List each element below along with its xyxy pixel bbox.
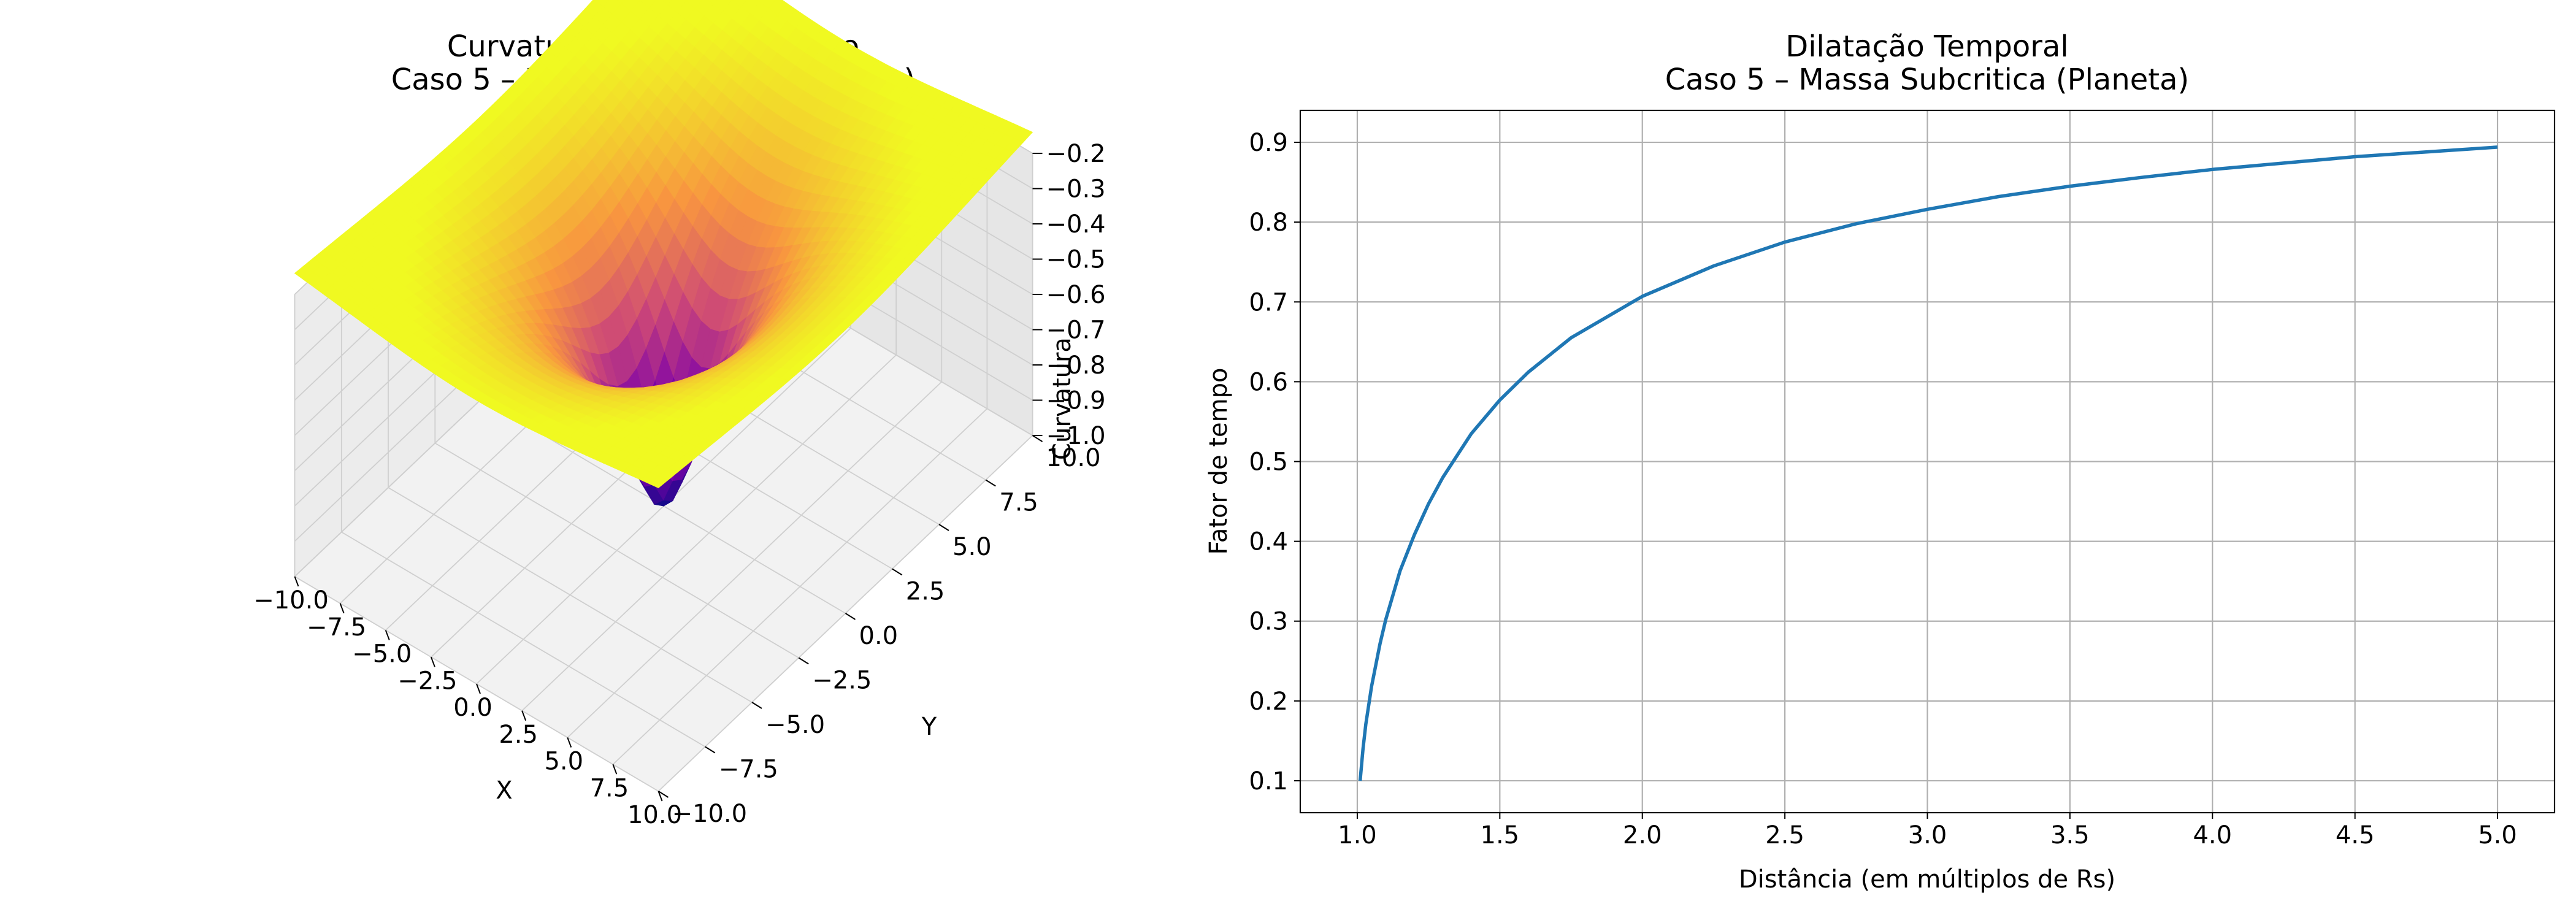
y-tick-mark xyxy=(751,702,762,709)
y-tick-mark xyxy=(705,746,716,754)
y-tick-label: 0.9 xyxy=(1249,129,1288,157)
y-tick-label: 0.3 xyxy=(1249,608,1288,636)
y-tick-label: 0.6 xyxy=(1249,368,1288,396)
x-tick-label: 5.0 xyxy=(544,748,583,776)
x-tick-label: 5.0 xyxy=(2478,821,2517,849)
y-tick-mark xyxy=(845,613,856,620)
y-tick-label: 5.0 xyxy=(953,533,992,561)
surface-patch xyxy=(648,475,669,488)
x-tick-label: −7.5 xyxy=(307,613,366,642)
y-tick-mark xyxy=(657,791,669,798)
y-tick-label: 0.5 xyxy=(1249,448,1288,477)
y-tick-label: 0.0 xyxy=(859,622,899,650)
x-tick-label: 2.5 xyxy=(1765,821,1804,849)
x-tick-mark xyxy=(430,656,435,667)
y-tick-label: 0.1 xyxy=(1249,767,1288,795)
z-tick-label: −1.0 xyxy=(1046,422,1106,450)
line-ticks: 1.0 1.5 2.0 2.5 3.0 3.5 4.0 4.5 5.0 0.1 0.2 0.3 0.4 0… xyxy=(1249,129,2517,849)
z-tick-label: −0.2 xyxy=(1046,140,1106,168)
y-tick-label: 0.2 xyxy=(1249,688,1288,716)
x-tick-mark xyxy=(521,710,527,721)
z-tick-label: −0.9 xyxy=(1046,387,1106,415)
y-tick-mark xyxy=(798,657,809,665)
x-tick-mark xyxy=(612,764,618,775)
x-tick-label: 3.5 xyxy=(2050,821,2090,849)
x-tick-mark xyxy=(476,683,481,694)
z-tick-label: −0.3 xyxy=(1046,175,1106,204)
z-tick-label: −0.8 xyxy=(1046,351,1106,380)
line-gridlines xyxy=(1300,110,2555,813)
z-tick-label: −0.4 xyxy=(1046,210,1106,239)
x-tick-label: −5.0 xyxy=(352,640,412,669)
surface-z-label: Curvatura xyxy=(1048,337,1076,460)
surface-chart: Curvatura do Espaço-Tempo Caso 5 – Massa… xyxy=(253,0,1106,829)
z-tick-label: −0.5 xyxy=(1046,246,1106,274)
y-tick-label: 0.7 xyxy=(1249,288,1288,316)
x-tick-label: −10.0 xyxy=(253,586,329,615)
y-tick-label: 2.5 xyxy=(906,578,945,606)
x-tick-mark xyxy=(567,737,572,748)
surface-y-label: Y xyxy=(921,713,937,741)
line-title-line2: Caso 5 – Massa Subcritica (Planeta) xyxy=(1665,63,2190,97)
y-tick-label: 0.4 xyxy=(1249,528,1288,556)
y-tick-mark xyxy=(938,524,949,531)
x-tick-label: 3.0 xyxy=(1908,821,1947,849)
y-tick-mark xyxy=(1032,435,1043,442)
line-plot-frame xyxy=(1299,109,2556,814)
surface-mesh xyxy=(294,0,1033,507)
x-tick-label: 2.0 xyxy=(1623,821,1662,849)
y-tick-mark xyxy=(892,568,903,576)
x-tick-label: 7.5 xyxy=(590,774,629,802)
x-tick-mark xyxy=(294,576,299,587)
surface-axes: −10.0−7.5−5.0−2.50.02.55.07.510.0−10.0−7… xyxy=(253,140,1105,829)
y-tick-label: 0.8 xyxy=(1249,209,1288,237)
surface-x-label: X xyxy=(496,776,512,805)
x-tick-label: 10.0 xyxy=(627,801,682,829)
y-tick-label: −7.5 xyxy=(719,756,778,784)
x-tick-label: −2.5 xyxy=(397,667,457,695)
x-tick-label: 1.0 xyxy=(1338,821,1377,849)
y-tick-mark xyxy=(985,479,996,487)
line-y-label: Fator de tempo xyxy=(1205,368,1233,555)
y-tick-label: 10.0 xyxy=(1046,444,1101,472)
line-title-line1: Dilatação Temporal xyxy=(1785,29,2068,64)
time-dilation-line xyxy=(1358,145,2498,781)
z-tick-label: −0.7 xyxy=(1046,316,1106,345)
x-tick-label: 4.0 xyxy=(2193,821,2232,849)
x-tick-mark xyxy=(339,603,345,614)
x-tick-mark xyxy=(657,791,663,802)
line-x-label: Distância (em múltiplos de Rs) xyxy=(1739,865,2115,894)
x-tick-label: 0.0 xyxy=(453,694,493,722)
z-tick-label: −0.6 xyxy=(1046,281,1106,309)
y-tick-label: −2.5 xyxy=(812,667,872,695)
y-tick-label: −10.0 xyxy=(672,800,748,828)
y-tick-label: −5.0 xyxy=(765,711,825,739)
x-tick-mark xyxy=(385,630,390,640)
x-tick-label: 2.5 xyxy=(499,721,538,749)
x-tick-label: 1.5 xyxy=(1481,821,1520,849)
line-chart: Dilatação Temporal Caso 5 – Massa Subcri… xyxy=(1205,29,2556,894)
x-tick-label: 4.5 xyxy=(2336,821,2375,849)
y-tick-label: 7.5 xyxy=(999,489,1038,517)
line-series xyxy=(1358,145,2498,781)
